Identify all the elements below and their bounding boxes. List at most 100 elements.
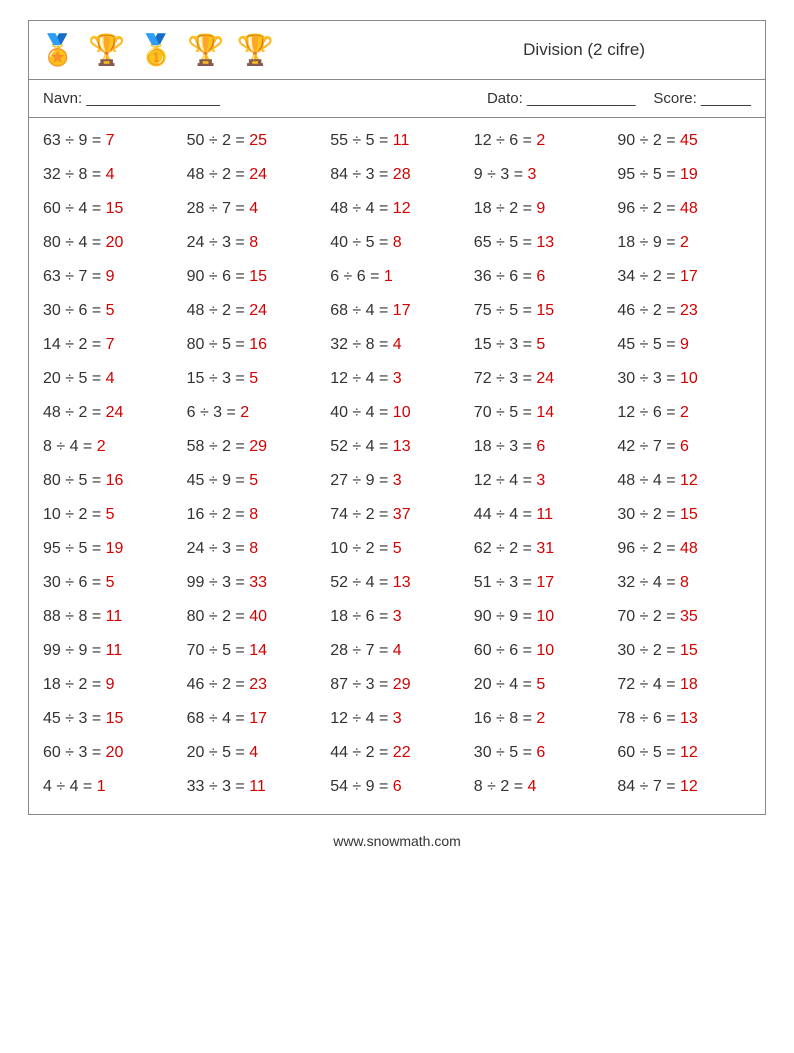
answer: 20	[106, 234, 124, 251]
problem-cell: 12 ÷ 4 = 3	[330, 370, 464, 388]
problem-cell: 12 ÷ 4 = 3	[474, 472, 608, 490]
answer: 35	[680, 608, 698, 625]
answer: 25	[249, 132, 267, 149]
problem-cell: 15 ÷ 3 = 5	[187, 370, 321, 388]
answer: 13	[393, 574, 411, 591]
problem-cell: 68 ÷ 4 = 17	[187, 710, 321, 728]
answer: 15	[106, 200, 124, 217]
problem-cell: 30 ÷ 2 = 15	[617, 506, 751, 524]
problem-cell: 24 ÷ 3 = 8	[187, 540, 321, 558]
problem-cell: 99 ÷ 9 = 11	[43, 642, 177, 660]
problem-cell: 60 ÷ 6 = 10	[474, 642, 608, 660]
problem-cell: 63 ÷ 9 = 7	[43, 132, 177, 150]
problem-cell: 32 ÷ 8 = 4	[330, 336, 464, 354]
answer: 2	[680, 234, 689, 251]
problem-cell: 12 ÷ 4 = 3	[330, 710, 464, 728]
problem-cell: 48 ÷ 2 = 24	[187, 302, 321, 320]
problem-cell: 12 ÷ 6 = 2	[474, 132, 608, 150]
answer: 4	[106, 370, 115, 387]
answer: 17	[393, 302, 411, 319]
problem-cell: 48 ÷ 4 = 12	[330, 200, 464, 218]
answer: 19	[680, 166, 698, 183]
answer: 2	[536, 132, 545, 149]
name-label: Navn: ________________	[43, 90, 487, 107]
problem-cell: 18 ÷ 3 = 6	[474, 438, 608, 456]
answer: 48	[680, 200, 698, 217]
answer: 5	[536, 336, 545, 353]
answer: 17	[680, 268, 698, 285]
answer: 24	[536, 370, 554, 387]
answer: 29	[393, 676, 411, 693]
problem-cell: 72 ÷ 4 = 18	[617, 676, 751, 694]
problem-cell: 30 ÷ 2 = 15	[617, 642, 751, 660]
problem-cell: 58 ÷ 2 = 29	[187, 438, 321, 456]
answer: 18	[680, 676, 698, 693]
problem-cell: 68 ÷ 4 = 17	[330, 302, 464, 320]
answer: 3	[393, 608, 402, 625]
problem-cell: 32 ÷ 8 = 4	[43, 166, 177, 184]
problem-cell: 6 ÷ 6 = 1	[330, 268, 464, 286]
answer: 31	[536, 540, 554, 557]
problem-cell: 65 ÷ 5 = 13	[474, 234, 608, 252]
date-label: Dato: _____________	[487, 90, 635, 107]
answer: 5	[536, 676, 545, 693]
problem-cell: 48 ÷ 4 = 12	[617, 472, 751, 490]
answer: 15	[106, 710, 124, 727]
problem-cell: 18 ÷ 9 = 2	[617, 234, 751, 252]
problem-cell: 46 ÷ 2 = 23	[187, 676, 321, 694]
answer: 15	[536, 302, 554, 319]
answer: 14	[249, 642, 267, 659]
answer: 10	[536, 642, 554, 659]
problem-cell: 80 ÷ 2 = 40	[187, 608, 321, 626]
info-line: Navn: ________________ Dato: ___________…	[29, 80, 765, 118]
answer: 48	[680, 540, 698, 557]
worksheet-page: 🏅 🏆 🥇 🏆 🏆 Division (2 cifre) Navn: _____…	[28, 20, 766, 815]
problem-cell: 27 ÷ 9 = 3	[330, 472, 464, 490]
answer: 28	[393, 166, 411, 183]
problem-cell: 63 ÷ 7 = 9	[43, 268, 177, 286]
answer: 15	[680, 642, 698, 659]
problem-cell: 80 ÷ 5 = 16	[187, 336, 321, 354]
answer: 5	[393, 540, 402, 557]
answer: 4	[528, 778, 537, 795]
answer: 6	[536, 438, 545, 455]
problem-cell: 34 ÷ 2 = 17	[617, 268, 751, 286]
problem-cell: 42 ÷ 7 = 6	[617, 438, 751, 456]
answer: 10	[393, 404, 411, 421]
answer: 12	[680, 744, 698, 761]
answer: 16	[249, 336, 267, 353]
problem-cell: 18 ÷ 2 = 9	[474, 200, 608, 218]
problem-cell: 6 ÷ 3 = 2	[187, 404, 321, 422]
answer: 2	[97, 438, 106, 455]
problem-cell: 54 ÷ 9 = 6	[330, 778, 464, 796]
problem-cell: 18 ÷ 2 = 9	[43, 676, 177, 694]
problem-cell: 30 ÷ 3 = 10	[617, 370, 751, 388]
answer: 2	[680, 404, 689, 421]
footer-link: www.snowmath.com	[0, 833, 794, 849]
problem-cell: 51 ÷ 3 = 17	[474, 574, 608, 592]
answer: 9	[680, 336, 689, 353]
problem-cell: 80 ÷ 5 = 16	[43, 472, 177, 490]
problem-cell: 50 ÷ 2 = 25	[187, 132, 321, 150]
answer: 8	[249, 540, 258, 557]
problem-cell: 72 ÷ 3 = 24	[474, 370, 608, 388]
answer: 11	[106, 608, 123, 625]
answer: 23	[680, 302, 698, 319]
answer: 6	[680, 438, 689, 455]
problem-cell: 75 ÷ 5 = 15	[474, 302, 608, 320]
answer: 7	[106, 336, 115, 353]
answer: 8	[393, 234, 402, 251]
answer: 4	[249, 744, 258, 761]
answer: 3	[393, 370, 402, 387]
problem-cell: 88 ÷ 8 = 11	[43, 608, 177, 626]
answer: 3	[528, 166, 537, 183]
answer: 45	[680, 132, 698, 149]
answer: 5	[249, 472, 258, 489]
header: 🏅 🏆 🥇 🏆 🏆 Division (2 cifre)	[29, 21, 765, 80]
answer: 8	[249, 506, 258, 523]
problem-cell: 87 ÷ 3 = 29	[330, 676, 464, 694]
answer: 3	[393, 710, 402, 727]
worksheet-title: Division (2 cifre)	[523, 40, 755, 60]
problem-cell: 96 ÷ 2 = 48	[617, 200, 751, 218]
answer: 13	[393, 438, 411, 455]
